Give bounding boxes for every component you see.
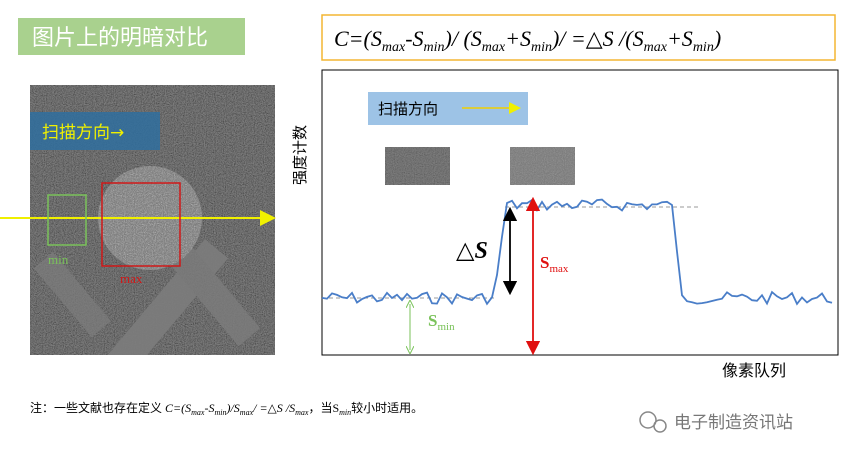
smin-sub: min [437, 321, 455, 333]
note-sub: max [240, 408, 254, 417]
formula-part: +S [667, 26, 693, 51]
note-sub: max [191, 408, 205, 417]
watermark-icon [639, 411, 657, 429]
smax-sub: max [549, 263, 568, 275]
formula-part: )/ (S [443, 26, 482, 51]
formula-sub: max [644, 40, 668, 55]
x-label: 像素队列 [722, 361, 786, 380]
formula-part: -S [405, 26, 423, 51]
formula-sub: max [482, 40, 506, 55]
note-part: )/S [225, 401, 239, 415]
scan-label: 扫描方向 [378, 100, 438, 118]
title-box [18, 18, 245, 55]
min-region [47, 194, 87, 246]
delta-label: △S [456, 238, 488, 264]
formula: C=(Smax-Smin)/ (Smax+Smin)/ =△S /(Smax+S… [334, 26, 721, 55]
note-part: / =△S /S [252, 401, 295, 415]
note-part: 较小时适用。 [351, 400, 423, 415]
formula-part: +S [505, 26, 531, 51]
smin-s: S [428, 311, 437, 330]
note-part: C=(S [165, 401, 191, 415]
note: 注：一些文献也存在定义 C=(Smax-Smin)/Smax/ =△S /Sma… [30, 400, 423, 417]
profile-line [321, 198, 833, 306]
formula-box [321, 14, 836, 61]
noise [510, 147, 575, 185]
formula-part: ) [712, 26, 721, 51]
note-sub: min [214, 408, 226, 417]
formula-sub: max [382, 40, 406, 55]
smin-label: Smin [428, 311, 455, 333]
title: 图片上的明暗对比 [32, 26, 208, 51]
y-label: 强度计数 [291, 125, 309, 185]
note-part: -S [204, 401, 214, 415]
smax-s: S [540, 253, 549, 272]
scan-box [30, 112, 160, 150]
note-part: ，当S [308, 401, 339, 415]
watermark-icon [653, 419, 667, 433]
min-label: min [48, 252, 69, 267]
max-label: max [120, 271, 143, 286]
formula-sub: min [693, 40, 714, 55]
formula-part: C=(S [334, 26, 382, 51]
note-sub: max [295, 408, 309, 417]
formula-sub: min [531, 40, 552, 55]
note-part: 注：一些文献也存在定义 [30, 400, 165, 415]
scan-label: 扫描方向→ [42, 123, 124, 143]
formula-sub: min [424, 40, 445, 55]
noise [385, 147, 450, 185]
note-sub: min [339, 408, 351, 417]
formula-part: )/ =△S /(S [550, 26, 644, 51]
watermark: 电子制造资讯站 [674, 413, 793, 433]
smax-label: Smax [540, 253, 569, 275]
max-region [101, 182, 181, 267]
